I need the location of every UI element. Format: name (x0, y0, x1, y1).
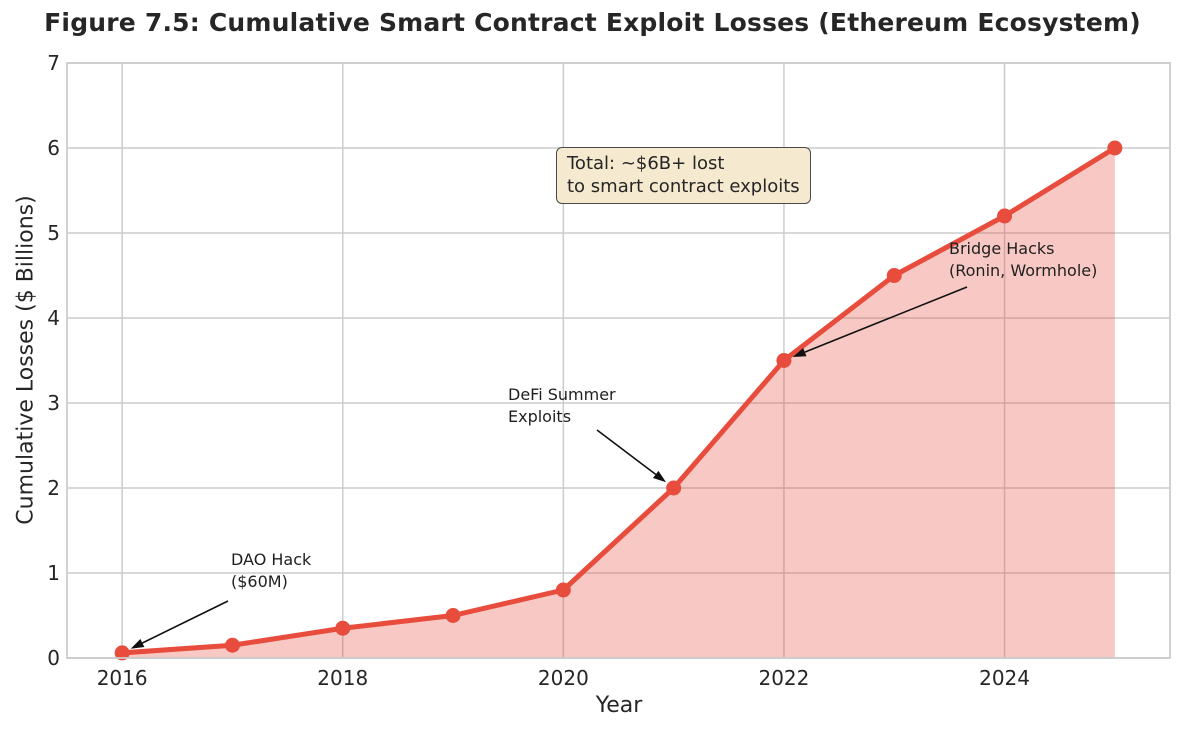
data-point-2025 (1107, 140, 1123, 156)
y-tick-label-1: 1 (47, 561, 60, 585)
annotation-dao-hack: DAO Hack ($60M) (231, 549, 311, 593)
y-tick-label-4: 4 (47, 306, 60, 330)
plot-border (66, 62, 1171, 659)
annotation-arrow-bridge-hacks (804, 286, 968, 353)
data-point-2020 (555, 582, 571, 598)
loss-line (119, 145, 1118, 656)
data-point-2016 (114, 645, 130, 661)
annotation-defi-summer-line2: Exploits (508, 407, 572, 426)
chart-title: Figure 7.5: Cumulative Smart Contract Ex… (44, 8, 1141, 37)
annotation-arrowhead-dao-hack (130, 638, 145, 649)
annotation-defi-summer-line1: DeFi Summer (508, 385, 616, 404)
annotation-arrowhead-bridge-hacks (792, 347, 807, 357)
data-point-2023 (886, 268, 902, 283)
annotation-arrow-defi-summer (596, 429, 657, 476)
x-axis-label: Year (595, 693, 643, 718)
annotation-bridge-hacks-line2: (Ronin, Wormhole) (949, 261, 1098, 280)
x-tick-label-2022: 2022 (758, 666, 810, 690)
x-tick-label-2018: 2018 (317, 666, 369, 690)
annotation-dao-hack-line2: ($60M) (231, 572, 288, 591)
y-axis-label: Cumulative Losses ($ Billions) (13, 195, 39, 525)
data-point-2018 (335, 620, 351, 636)
data-point-2022 (776, 353, 792, 368)
annotation-arrow-dao-hack (142, 600, 229, 644)
y-tick-label-2: 2 (47, 476, 60, 500)
y-tick-label-0: 0 (47, 646, 60, 670)
annotation-defi-summer: DeFi Summer Exploits (508, 384, 616, 428)
total-losses-callout-line2: to smart contract exploits (567, 176, 800, 197)
data-point-2019 (445, 608, 461, 623)
annotation-arrowhead-defi-summer (652, 470, 667, 483)
total-losses-callout-box: Total: ~$6B+ lost to smart contract expl… (556, 147, 811, 204)
loss-area-fill (122, 148, 1115, 658)
annotation-dao-hack-line1: DAO Hack (231, 550, 312, 569)
data-point-2017 (224, 637, 240, 653)
x-tick-label-2024: 2024 (979, 666, 1030, 690)
y-tick-label-3: 3 (47, 391, 60, 415)
y-tick-label-7: 7 (47, 51, 60, 75)
y-tick-label-6: 6 (47, 136, 60, 160)
total-losses-callout-line1: Total: ~$6B+ lost (567, 153, 725, 174)
data-point-2024 (997, 208, 1013, 224)
x-tick-label-2020: 2020 (537, 666, 589, 690)
data-point-2021 (666, 480, 682, 496)
annotation-bridge-hacks-line1: Bridge Hacks (949, 239, 1055, 258)
x-tick-label-2016: 2016 (96, 666, 148, 690)
annotation-bridge-hacks: Bridge Hacks (Ronin, Wormhole) (949, 238, 1097, 282)
y-tick-label-5: 5 (47, 221, 60, 245)
